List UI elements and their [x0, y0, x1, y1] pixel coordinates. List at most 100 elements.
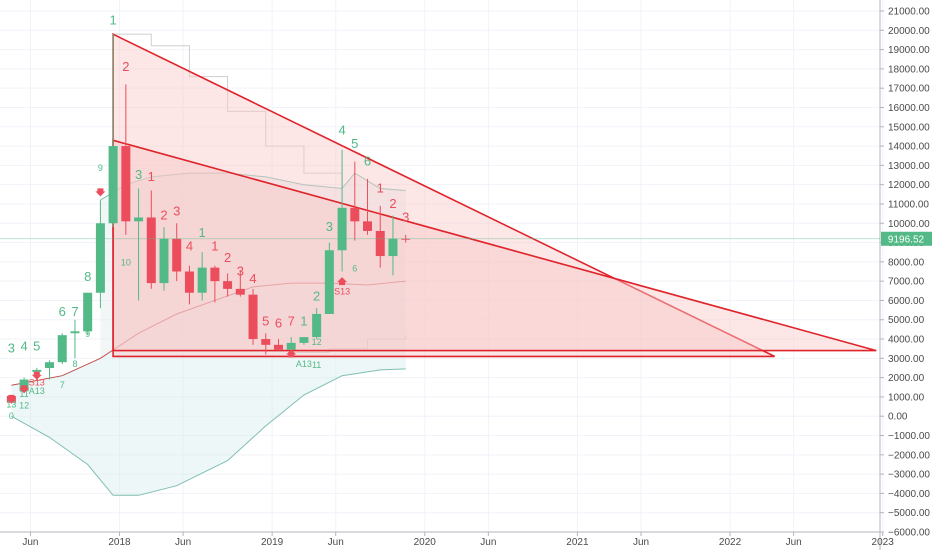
td-count-label: 7	[71, 304, 78, 319]
candle-body	[363, 221, 373, 231]
candle	[223, 273, 233, 297]
y-tick-label: 0.00	[888, 412, 908, 423]
candle-body	[32, 369, 42, 372]
candle	[312, 308, 322, 340]
candle	[235, 271, 245, 297]
candle-body	[286, 342, 296, 350]
y-tick-label: −2000.00	[888, 450, 930, 461]
candle	[248, 288, 258, 345]
y-tick-label: 5000.00	[888, 315, 925, 326]
candle	[108, 34, 118, 228]
y-tick-label: 1000.00	[888, 392, 925, 403]
last-price-layer: 9196.52	[0, 231, 932, 246]
x-tick-label: 2023	[872, 537, 895, 548]
td-count-label: 1	[110, 13, 117, 28]
x-tick-label: 2018	[108, 537, 131, 548]
td-count-label: 4	[338, 122, 345, 137]
aux-count-label: 6	[352, 264, 357, 274]
td-count-label: 2	[313, 288, 320, 303]
td-count-label: 6	[364, 153, 371, 168]
x-tick-label: Jun	[328, 537, 344, 548]
td-count-label: 3	[135, 167, 142, 182]
candle	[159, 227, 169, 291]
x-tick-label: 2019	[261, 537, 284, 548]
td-count-label: 8	[84, 269, 91, 284]
candle	[375, 205, 385, 268]
last-price-tag	[881, 231, 932, 246]
candle-body	[273, 344, 283, 350]
candle	[95, 200, 105, 309]
y-tick-label: 10000.00	[888, 219, 930, 230]
x-tick-label: 2021	[566, 537, 589, 548]
td-count-label: 6	[275, 315, 282, 330]
y-tick-label: −4000.00	[888, 489, 930, 500]
td-count-label: 2	[122, 59, 129, 74]
y-tick-label: 7000.00	[888, 277, 925, 288]
td-count-label: 2	[389, 196, 396, 211]
candle	[273, 339, 283, 351]
candle-body	[159, 238, 169, 284]
candle-body	[210, 267, 220, 282]
last-price-label: 9196.52	[888, 234, 925, 245]
candle-body	[197, 267, 207, 293]
y-tick-label: 14000.00	[888, 142, 930, 153]
candle	[121, 84, 131, 235]
step-line-low	[291, 335, 407, 354]
candle	[134, 188, 144, 301]
aux-count-label: 9	[85, 329, 90, 339]
td-count-label: 3	[402, 209, 409, 224]
x-tick-label: Jun	[175, 537, 191, 548]
y-tick-label: 6000.00	[888, 296, 925, 307]
signal-arrow	[19, 385, 30, 394]
candles-layer	[6, 34, 411, 404]
y-tick-label: −6000.00	[888, 528, 930, 539]
band-fill-upper	[100, 173, 406, 359]
candle-body	[312, 313, 322, 338]
candle-body	[299, 337, 309, 343]
candle-body	[235, 288, 245, 295]
candle-body	[172, 238, 182, 272]
candle	[388, 215, 398, 276]
candle	[70, 319, 80, 359]
candle	[146, 190, 156, 289]
signal-arrow	[95, 188, 106, 197]
y-tick-label: 16000.00	[888, 103, 930, 114]
td-count-label: 6	[59, 304, 66, 319]
candle	[57, 333, 67, 365]
y-tick-label: 20000.00	[888, 26, 930, 37]
aux-count-label: 7	[60, 380, 65, 390]
x-axis: Jun 2018 Jun 2019 Jun 2020 Jun 2021 Jun 2022 Jun 20…	[0, 531, 895, 548]
candle	[363, 178, 373, 235]
candle-body	[83, 292, 93, 332]
step-line-high	[113, 33, 343, 181]
candle-body	[95, 223, 105, 293]
candle-body	[146, 217, 156, 284]
td-count-label: 3	[326, 219, 333, 234]
aux-count-label: 12	[19, 401, 29, 411]
candle	[83, 292, 93, 336]
candle	[324, 242, 334, 314]
td-count-label: 3	[8, 341, 15, 356]
candle	[286, 337, 296, 351]
band-upper-line	[100, 172, 406, 201]
y-tick-label: 3000.00	[888, 354, 925, 365]
x-tick-label: 2022	[719, 537, 742, 548]
y-tick-label: 18000.00	[888, 64, 930, 75]
candle-body	[57, 335, 67, 363]
y-tick-label: 17000.00	[888, 84, 930, 95]
aux-count-label: 11	[19, 389, 28, 399]
aux-count-label: 12	[312, 337, 322, 347]
x-tick-label: Jun	[786, 537, 802, 548]
td-count-label: 1	[377, 180, 384, 195]
td-count-label: 7	[288, 314, 295, 329]
x-tick-label: 2020	[414, 537, 437, 548]
td-count-label: 1	[199, 225, 206, 240]
candle	[210, 265, 220, 303]
candle-body	[350, 207, 360, 222]
y-tick-label: 4000.00	[888, 335, 925, 346]
td-count-label: 5	[351, 136, 358, 151]
candle-body	[223, 281, 233, 289]
td-count-label: 1	[211, 238, 218, 253]
candle	[299, 337, 309, 345]
